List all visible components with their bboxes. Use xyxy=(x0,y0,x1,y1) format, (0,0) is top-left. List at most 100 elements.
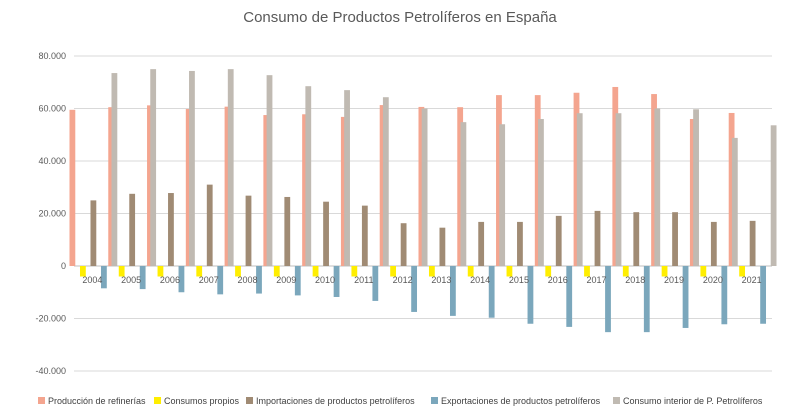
bar xyxy=(168,193,174,266)
bar xyxy=(460,122,467,267)
bar xyxy=(749,220,756,266)
bar xyxy=(382,97,389,267)
bar xyxy=(100,266,107,289)
bar xyxy=(217,266,224,295)
x-tick-label: 2016 xyxy=(548,275,568,285)
bar xyxy=(728,112,735,267)
legend-label: Consumos propios xyxy=(164,396,240,406)
y-tick-label: 0 xyxy=(61,261,66,271)
bar xyxy=(622,266,629,277)
bar xyxy=(111,73,118,266)
x-tick-label: 2015 xyxy=(509,275,529,285)
bar xyxy=(499,124,506,266)
bar xyxy=(418,106,425,266)
x-tick-label: 2004 xyxy=(82,275,102,285)
bar xyxy=(118,266,125,277)
y-tick-label: 40.000 xyxy=(38,156,66,166)
x-tick-label: 2019 xyxy=(664,275,684,285)
bar xyxy=(273,266,280,277)
bar xyxy=(538,119,544,266)
bar xyxy=(90,200,97,267)
legend-label: Producción de refinerías xyxy=(48,396,146,406)
bar xyxy=(739,266,746,277)
bar xyxy=(206,184,213,267)
bar xyxy=(576,113,583,266)
x-tick-label: 2011 xyxy=(354,275,373,285)
y-tick-label: -20.000 xyxy=(35,314,66,324)
x-tick-label: 2009 xyxy=(276,275,296,285)
bar xyxy=(284,196,291,266)
y-tick-label: -40.000 xyxy=(35,366,66,376)
bar xyxy=(227,69,234,267)
bar xyxy=(256,266,262,294)
x-tick-label: 2014 xyxy=(470,275,490,285)
bar xyxy=(555,215,562,266)
bar xyxy=(108,107,115,266)
bar xyxy=(693,109,699,266)
bar xyxy=(682,266,689,328)
bar xyxy=(534,95,541,266)
legend-label: Exportaciones de productos petrolíferos xyxy=(441,396,601,406)
x-tick-label: 2021 xyxy=(742,275,762,285)
legend-swatch xyxy=(38,397,45,404)
bar xyxy=(189,70,195,267)
bar xyxy=(235,266,241,277)
bar xyxy=(651,94,657,266)
bar xyxy=(294,266,301,296)
bar xyxy=(139,266,146,290)
bars xyxy=(69,69,777,333)
bar xyxy=(361,205,368,267)
legend-label: Consumo interior de P. Petrolíferos xyxy=(623,396,763,406)
bar xyxy=(245,195,252,266)
bar xyxy=(351,266,358,277)
bar xyxy=(506,266,513,277)
bar xyxy=(421,108,428,266)
y-tick-label: 60.000 xyxy=(38,104,66,114)
bar xyxy=(305,86,312,266)
bar xyxy=(605,266,611,333)
bar xyxy=(400,223,407,266)
bar xyxy=(344,90,350,267)
bar xyxy=(150,69,157,267)
bar xyxy=(157,266,164,277)
bar xyxy=(457,107,464,266)
legend-swatch xyxy=(246,397,253,404)
bar xyxy=(333,266,340,297)
bar xyxy=(185,109,192,266)
bar xyxy=(672,212,678,266)
bar xyxy=(527,266,534,324)
bar xyxy=(69,109,76,266)
bar xyxy=(312,266,319,277)
bar xyxy=(661,266,668,277)
bar xyxy=(689,119,696,266)
bar xyxy=(79,266,86,277)
bar xyxy=(302,114,308,266)
bar xyxy=(196,266,203,277)
bar xyxy=(478,221,485,266)
bar xyxy=(428,266,435,277)
bar xyxy=(488,266,495,318)
x-tick-label: 2008 xyxy=(237,275,257,285)
legend-swatch xyxy=(431,397,438,404)
bar xyxy=(615,113,622,266)
legend-swatch xyxy=(154,397,161,404)
bar xyxy=(721,266,728,325)
bar xyxy=(770,125,777,266)
bar xyxy=(449,266,456,316)
bar xyxy=(147,105,153,266)
bar xyxy=(178,266,185,293)
bar xyxy=(612,86,619,266)
legend: Producción de refinerías Consumos propios… xyxy=(38,396,763,406)
bar xyxy=(263,115,270,266)
bar xyxy=(129,193,136,266)
legend-label: Importaciones de productos petrolíferos xyxy=(256,396,415,406)
bar xyxy=(633,212,640,266)
bar xyxy=(760,266,767,324)
bar xyxy=(224,106,231,266)
bar xyxy=(439,227,446,266)
x-tick-label: 2018 xyxy=(625,275,645,285)
x-tick-label: 2007 xyxy=(199,275,219,285)
bar xyxy=(710,221,717,266)
legend-swatch xyxy=(613,397,620,404)
bar xyxy=(467,266,474,277)
